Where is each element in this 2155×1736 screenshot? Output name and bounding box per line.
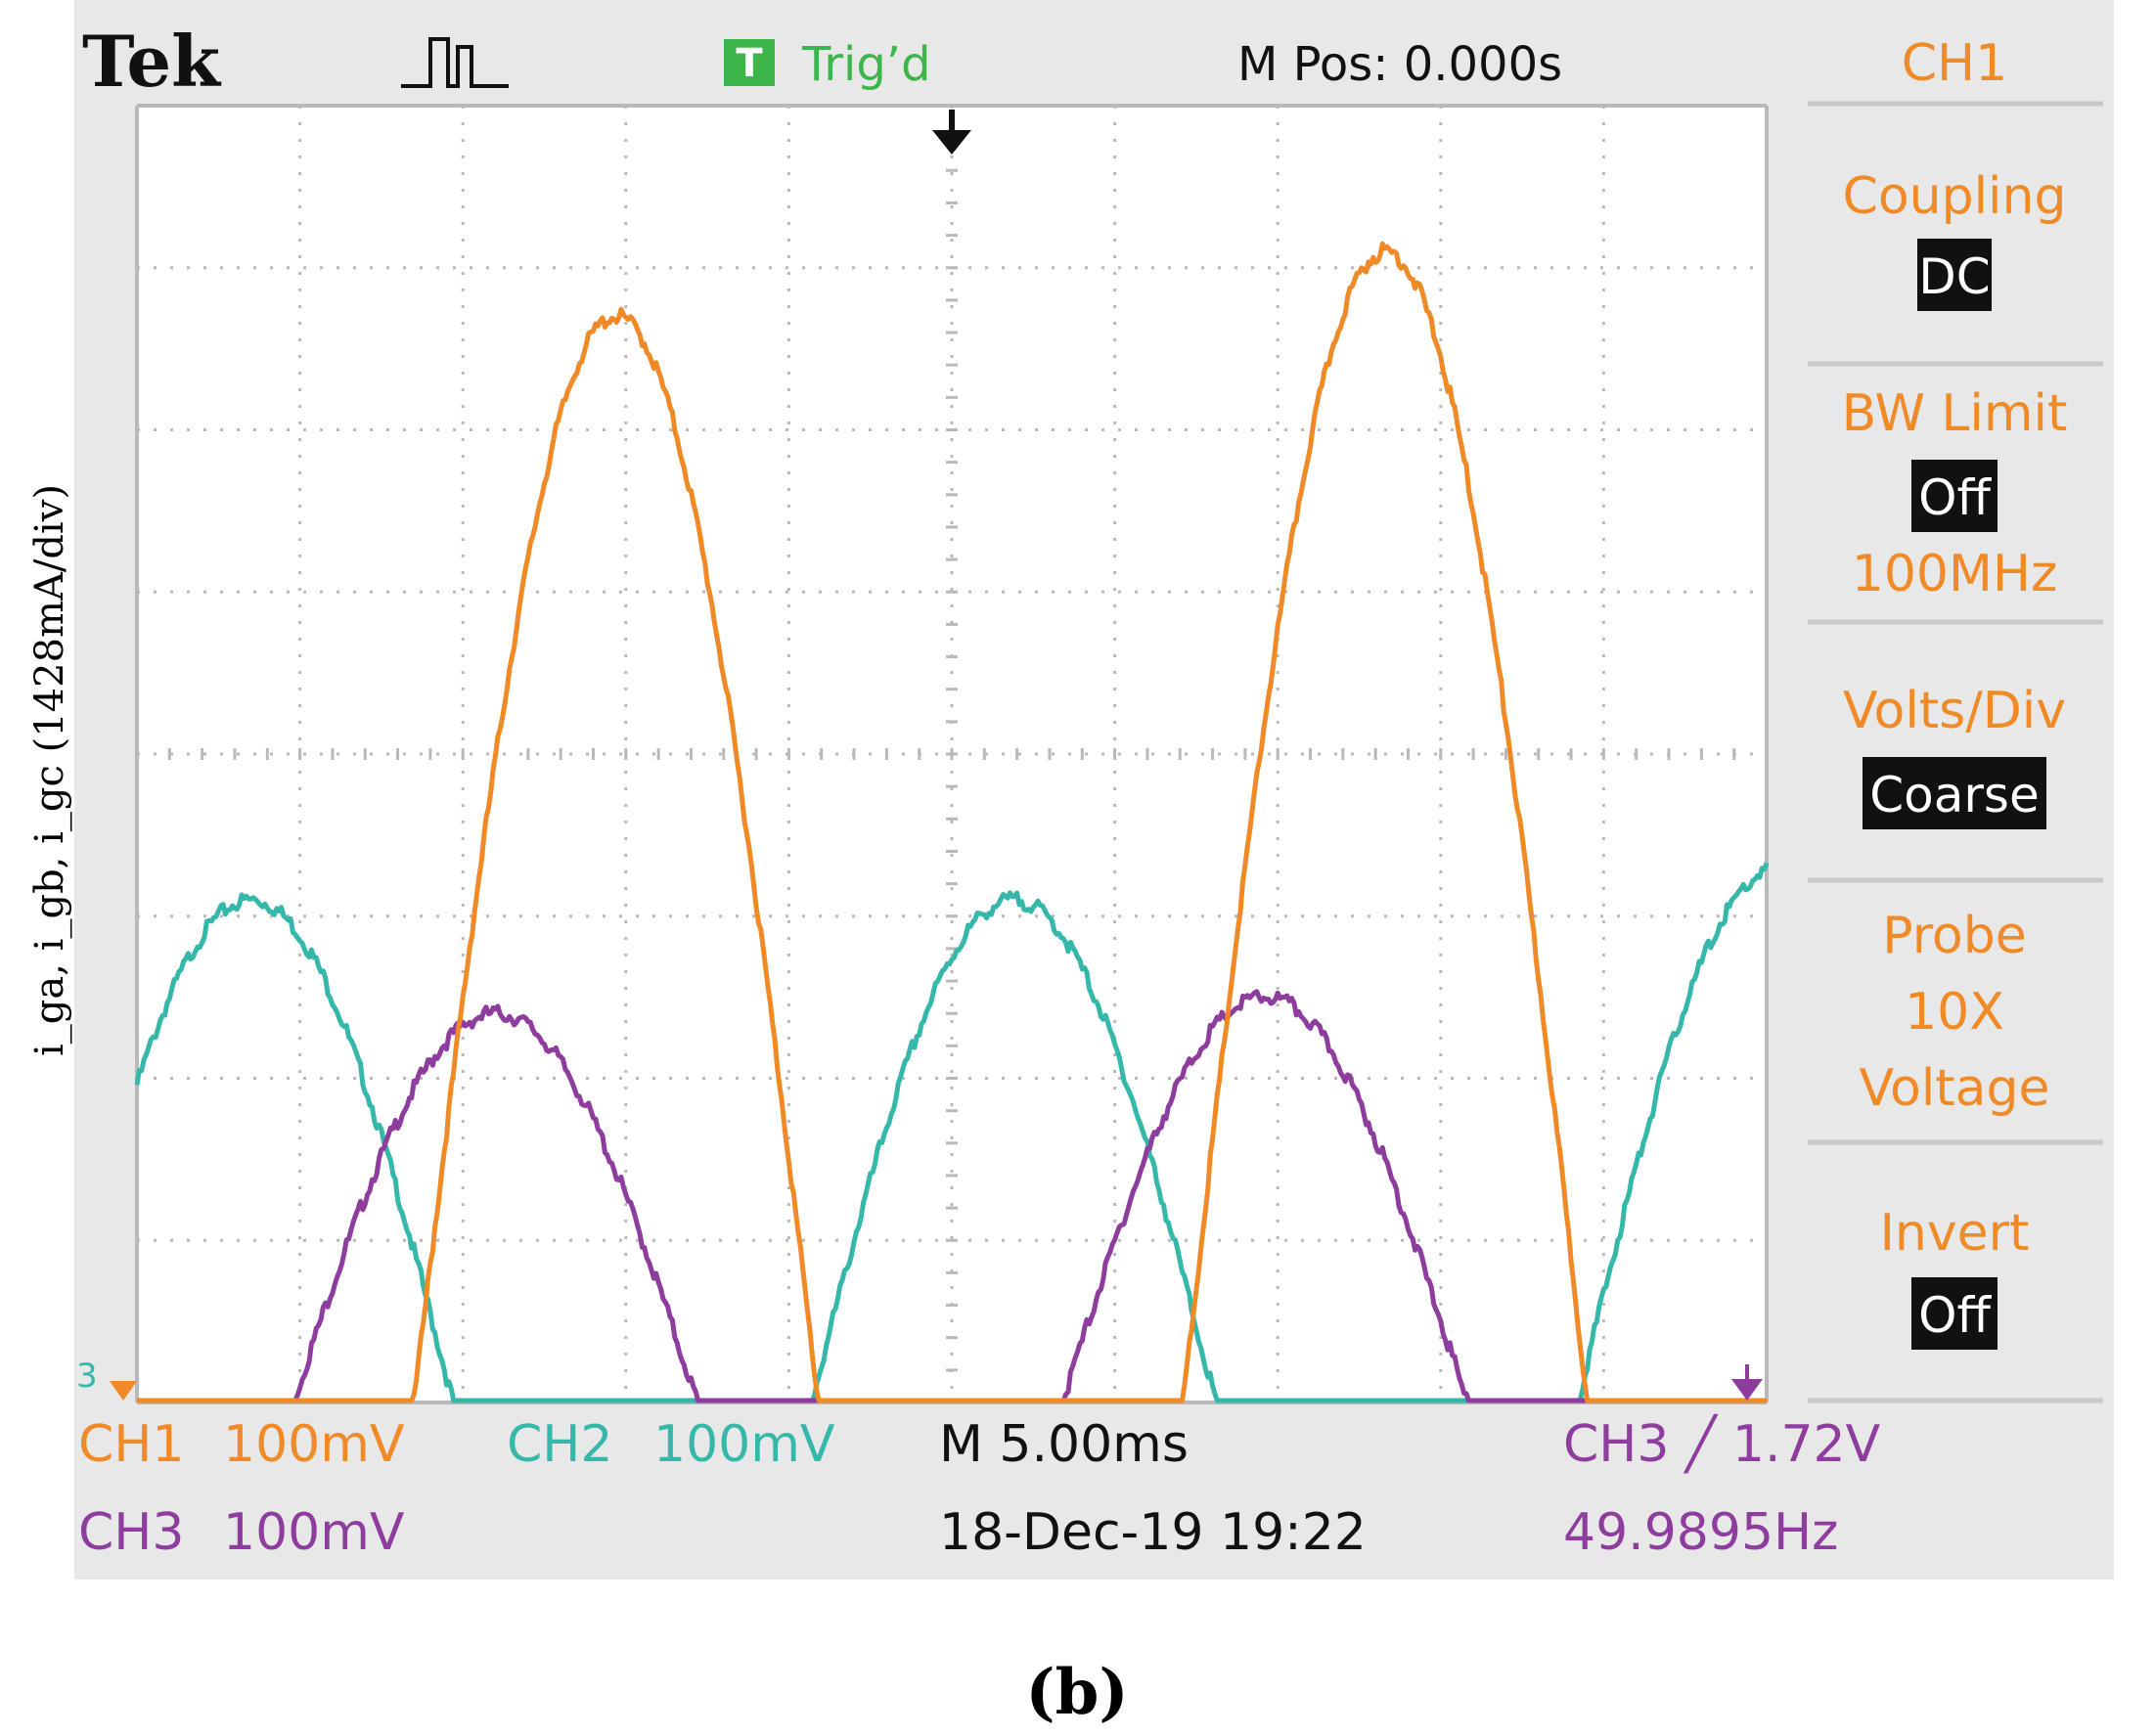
ch1-label: CH1 — [78, 1415, 185, 1474]
trigger-badge: T — [724, 39, 775, 86]
menu-channel: CH1 — [1902, 34, 2008, 93]
brand-logo: Tek — [82, 20, 222, 103]
ch2-scale: 100mV — [653, 1415, 835, 1474]
status-bar: CH1 100mV CH2 100mV M 5.00ms CH3 ╱ 1.72V… — [78, 1413, 1881, 1562]
channel-menu: Coupling DC BW Limit Off 100MHz Volts/Di… — [1808, 101, 2103, 1403]
bw-limit-label: BW Limit — [1842, 384, 2068, 443]
bw-limit-value: Off — [1918, 469, 1992, 526]
volts-div-value-box — [1863, 757, 2046, 829]
probe-factor: 10X — [1905, 983, 2004, 1042]
coupling-value-box — [1917, 239, 1992, 311]
probe-type: Voltage — [1859, 1059, 2049, 1118]
volts-div-value: Coarse — [1869, 767, 2040, 823]
trace-ch1 — [136, 241, 1768, 1403]
date-time: 18-Dec-19 19:22 — [939, 1503, 1367, 1562]
y-axis-label: i_ga, i_gb, i_gc (1428mA/div) — [27, 484, 72, 1056]
svg-text:T: T — [736, 41, 763, 86]
trigger-status: Trig’d — [801, 37, 931, 92]
figure-caption: (b) — [1025, 1656, 1128, 1729]
invert-value: Off — [1918, 1287, 1992, 1344]
trigger-level-marker — [1731, 1364, 1763, 1401]
svg-text:3: 3 — [76, 1357, 98, 1396]
trigger-frequency: 49.9895Hz — [1563, 1503, 1838, 1562]
ground-marker: 3 — [76, 1357, 137, 1401]
bw-limit-frequency: 100MHz — [1852, 545, 2058, 603]
trigger-position-arrow — [932, 110, 971, 155]
invert-label: Invert — [1880, 1204, 2030, 1263]
pulse-icon — [401, 37, 509, 88]
ch3-scale: 100mV — [223, 1503, 405, 1562]
bw-limit-value-box — [1911, 460, 1998, 532]
ch2-label: CH2 — [507, 1415, 613, 1474]
horizontal-position: M Pos: 0.000s — [1237, 37, 1562, 92]
coupling-label: Coupling — [1843, 167, 2067, 226]
coupling-value: DC — [1918, 248, 1990, 305]
waveform-traces — [134, 241, 1770, 1403]
probe-label: Probe — [1882, 907, 2027, 965]
ch3-label: CH3 — [78, 1503, 185, 1562]
invert-value-box — [1911, 1277, 1998, 1350]
ch1-scale: 100mV — [223, 1415, 405, 1474]
volts-div-label: Volts/Div — [1843, 682, 2066, 740]
timebase: M 5.00ms — [939, 1415, 1189, 1474]
trigger-setting: CH3 ╱ 1.72V — [1563, 1413, 1881, 1474]
